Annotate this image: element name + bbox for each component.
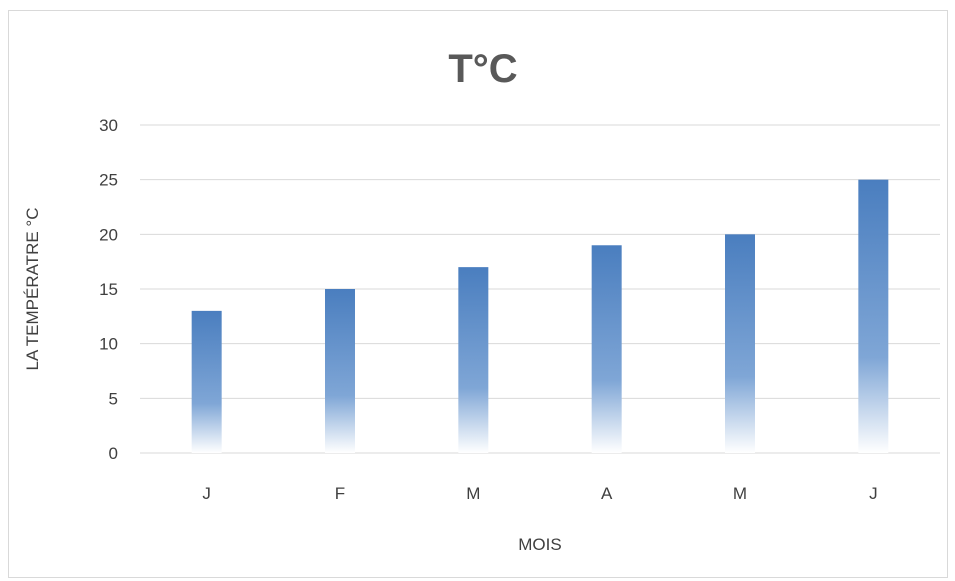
bar-0	[191, 310, 222, 453]
bar-3	[591, 245, 622, 453]
y-tick-label: 10	[99, 335, 118, 354]
y-tick-label: 20	[99, 225, 118, 244]
chart-title: T°C	[448, 47, 517, 91]
x-tick-label: M	[733, 484, 747, 503]
y-tick-label: 30	[99, 116, 118, 135]
x-tick-label: M	[466, 484, 480, 503]
y-tick-label: 5	[109, 389, 118, 408]
x-tick-label: J	[869, 484, 878, 503]
x-tick-label: J	[202, 484, 211, 503]
bar-4	[725, 234, 755, 453]
y-tick-label: 0	[109, 444, 118, 463]
bar-1	[325, 289, 355, 453]
x-tick-label: F	[335, 484, 345, 503]
y-tick-label: 25	[99, 171, 118, 190]
gridlines	[140, 124, 940, 454]
y-tick-label: 15	[99, 280, 118, 299]
bar-5	[858, 179, 889, 453]
bars	[191, 179, 889, 453]
x-tick-label: A	[601, 484, 613, 503]
x-axis-label: MOIS	[518, 535, 561, 554]
y-axis-ticks: 0 5 10 15 20 25 30	[99, 116, 118, 463]
bar-2	[458, 267, 489, 453]
y-axis-label: LA TEMPÉRATRE °C	[23, 208, 42, 371]
